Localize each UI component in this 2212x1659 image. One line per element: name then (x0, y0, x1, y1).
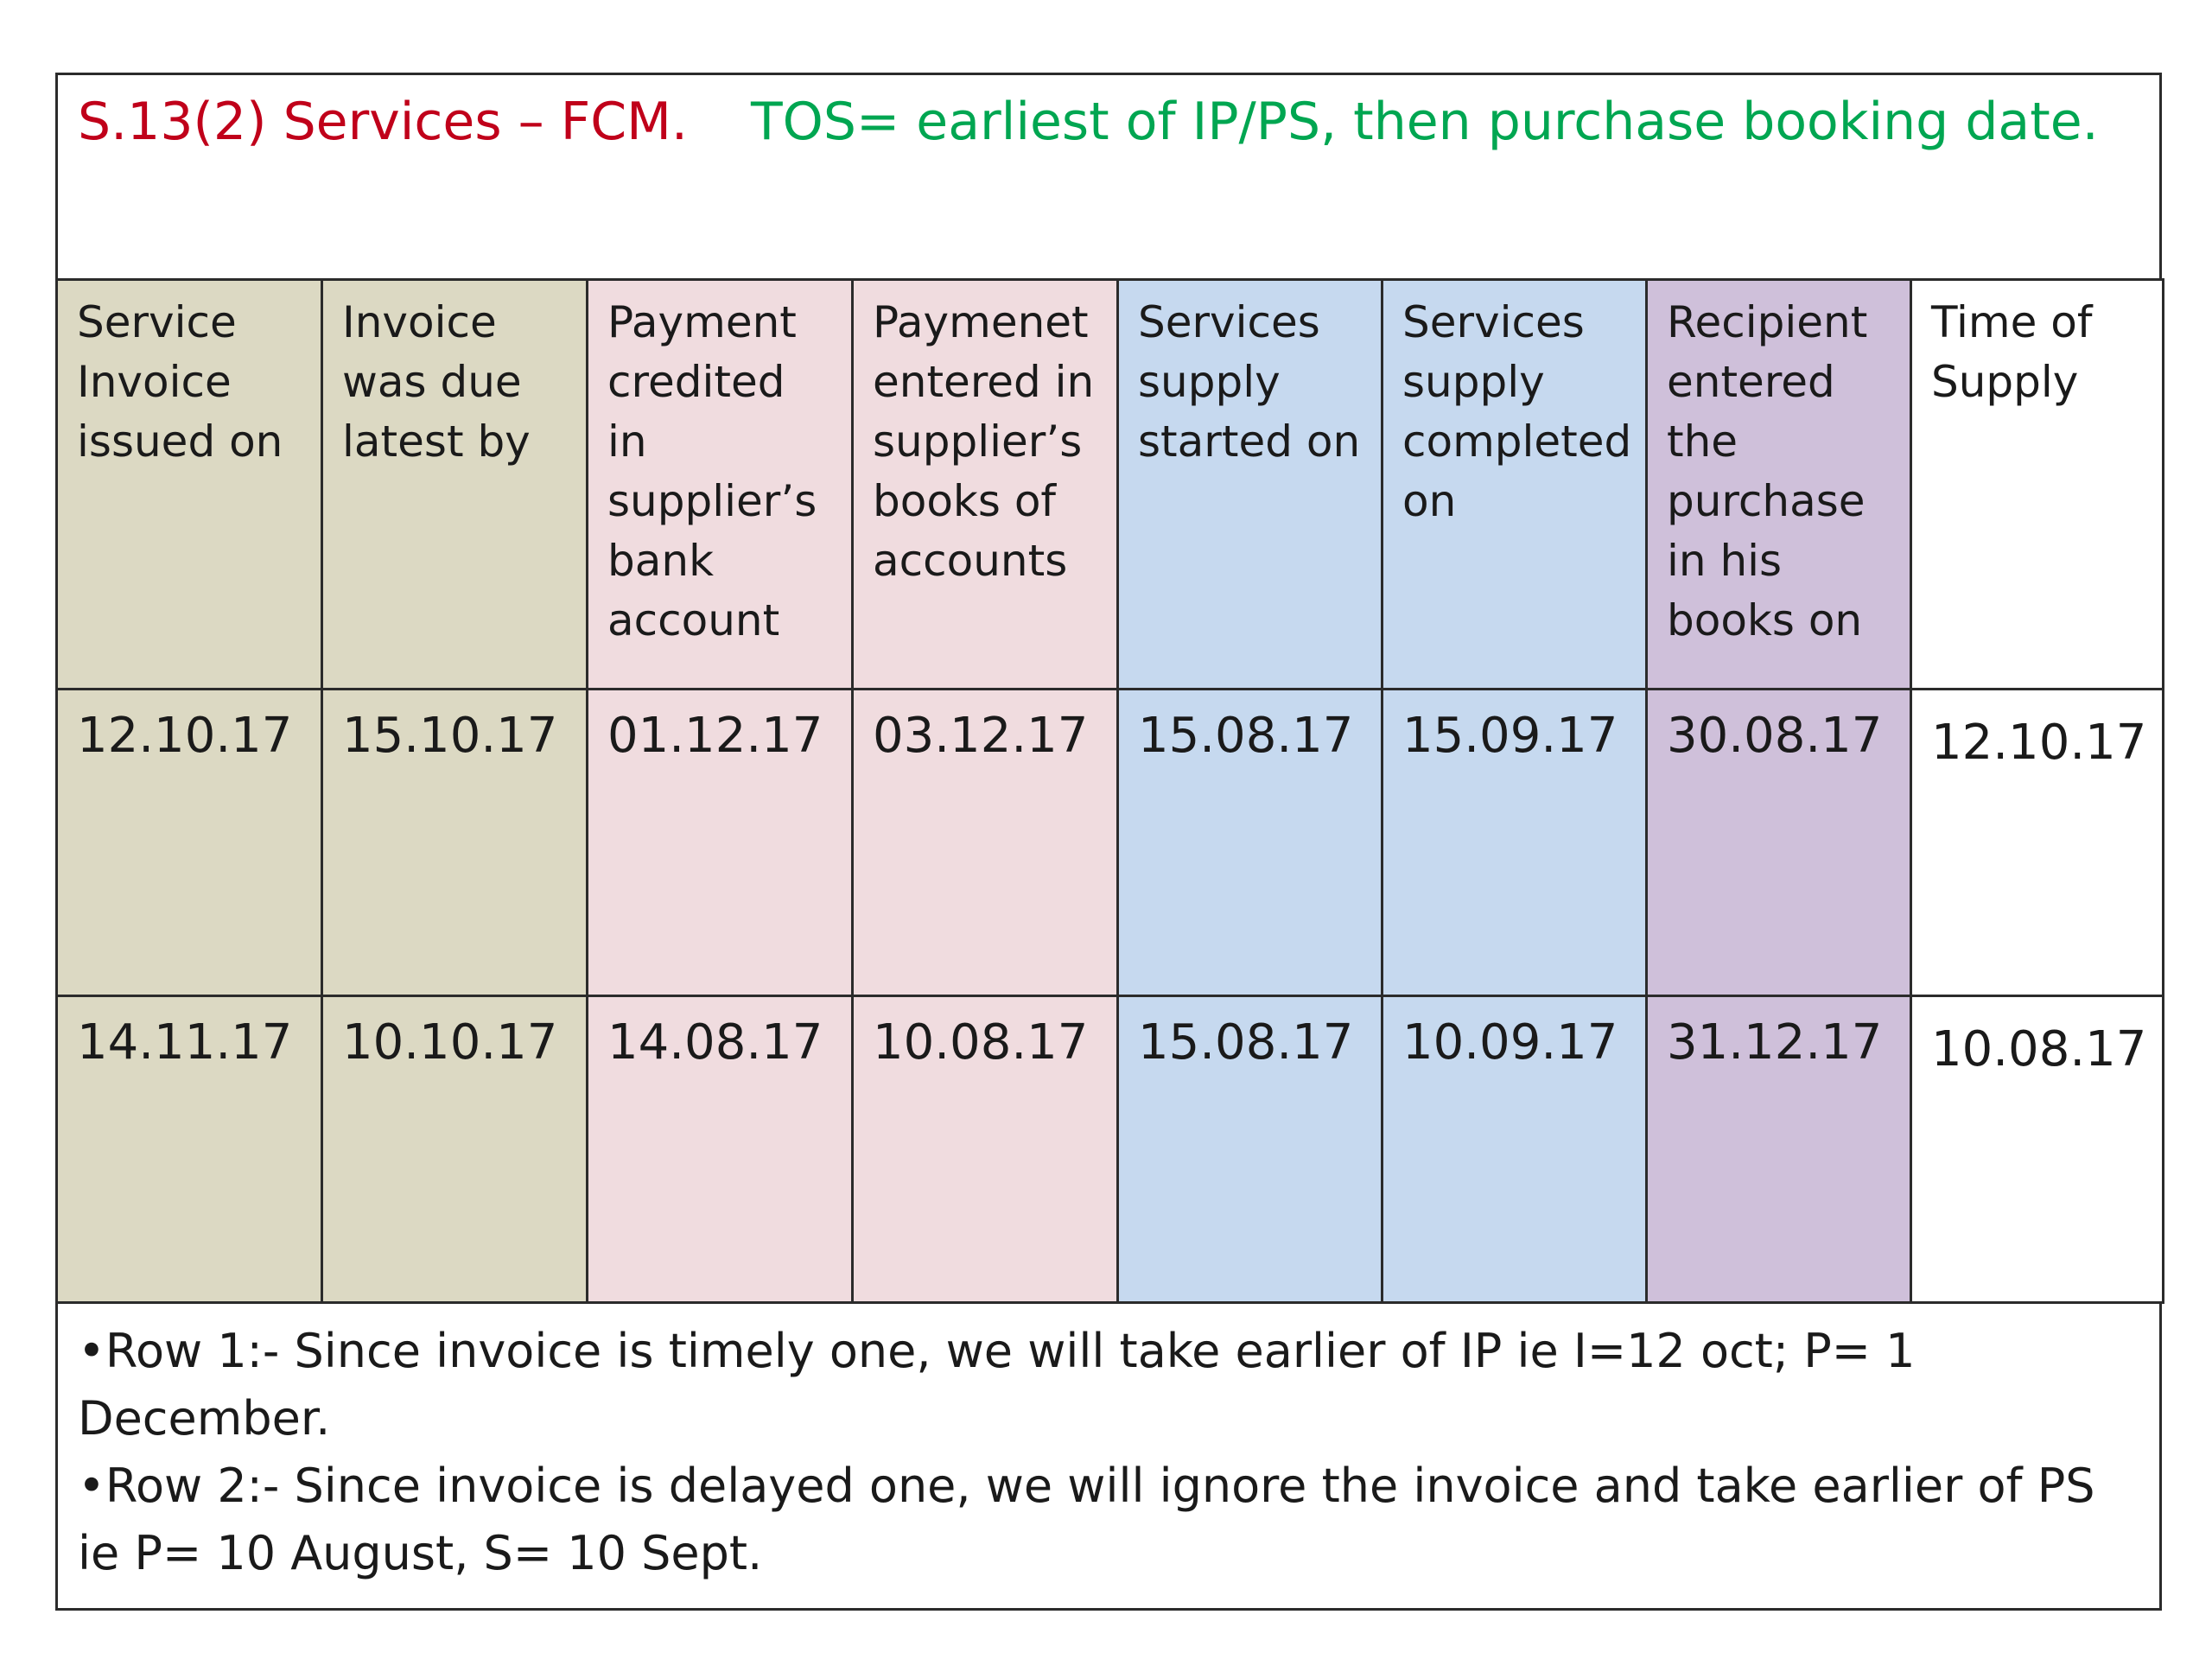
title-row: S.13(2) Services – FCM. TOS= earliest of… (55, 73, 2162, 280)
cell-payment-entered: 10.08.17 (851, 995, 1119, 1304)
header-invoice-due: Invoice was due latest by (321, 278, 588, 690)
time-of-supply-table: Service Invoice issued on Invoice was du… (55, 278, 2164, 1304)
note-row-2: •Row 2:- Since invoice is delayed one, w… (78, 1459, 2095, 1580)
cell-supply-completed: 15.09.17 (1381, 688, 1648, 997)
cell-invoice-due: 15.10.17 (321, 688, 588, 997)
cell-recipient-entered: 31.12.17 (1645, 995, 1912, 1304)
cell-recipient-entered: 30.08.17 (1645, 688, 1912, 997)
cell-invoice-issued: 12.10.17 (55, 688, 323, 997)
title-rule: TOS= earliest of IP/PS, then purchase bo… (751, 92, 2099, 152)
header-payment-credited: Payment credited in supplier’s bank acco… (586, 278, 854, 690)
header-recipient-entered: Recipient entered the purchase in his bo… (1645, 278, 1912, 690)
header-time-of-supply: Time of Supply (1910, 278, 2164, 690)
table-row: 12.10.17 15.10.17 01.12.17 03.12.17 15.0… (55, 688, 2164, 997)
title-section: S.13(2) Services – FCM. (78, 92, 688, 152)
cell-payment-entered: 03.12.17 (851, 688, 1119, 997)
cell-time-of-supply: 12.10.17 (1910, 688, 2164, 997)
cell-payment-credited: 01.12.17 (586, 688, 854, 997)
cell-invoice-due: 10.10.17 (321, 995, 588, 1304)
cell-invoice-issued: 14.11.17 (55, 995, 323, 1304)
header-payment-entered: Paymenet entered in supplier’s books of … (851, 278, 1119, 690)
table-header-row: Service Invoice issued on Invoice was du… (55, 278, 2164, 690)
header-supply-started: Services supply started on (1116, 278, 1383, 690)
notes-box: •Row 1:- Since invoice is timely one, we… (55, 1300, 2162, 1611)
cell-supply-started: 15.08.17 (1116, 688, 1383, 997)
cell-time-of-supply: 10.08.17 (1910, 995, 2164, 1304)
table-row: 14.11.17 10.10.17 14.08.17 10.08.17 15.0… (55, 995, 2164, 1304)
cell-supply-completed: 10.09.17 (1381, 995, 1648, 1304)
cell-supply-started: 15.08.17 (1116, 995, 1383, 1304)
cell-payment-credited: 14.08.17 (586, 995, 854, 1304)
note-row-1: •Row 1:- Since invoice is timely one, we… (78, 1324, 1916, 1446)
header-invoice-issued: Service Invoice issued on (55, 278, 323, 690)
header-supply-completed: Services supply completed on (1381, 278, 1648, 690)
